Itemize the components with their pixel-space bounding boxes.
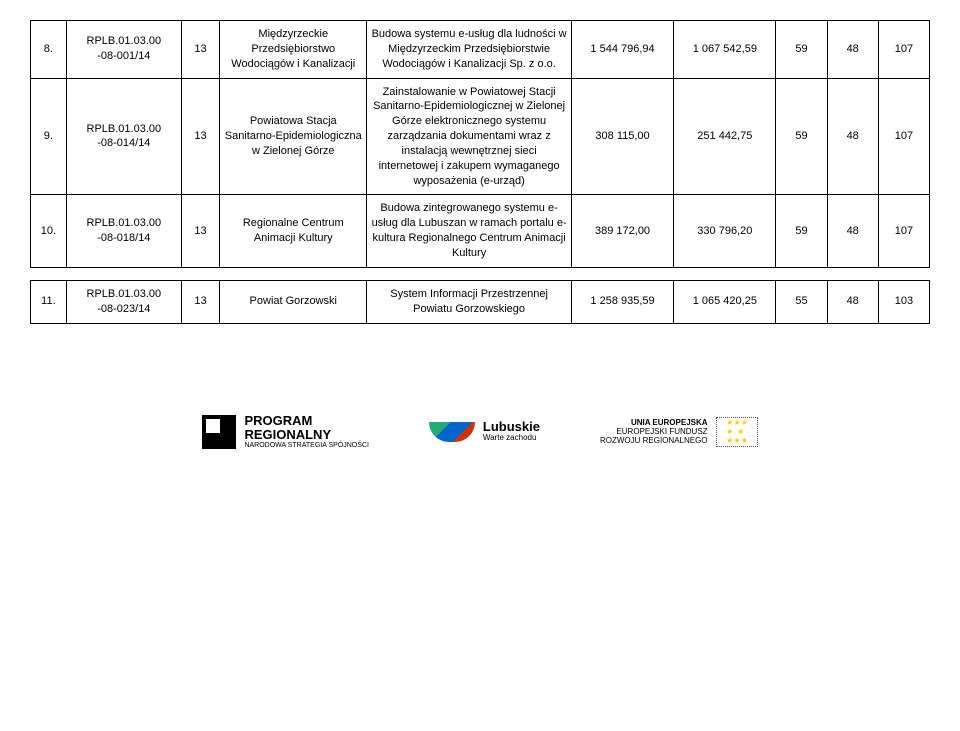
cell-score: 107 [878, 21, 929, 79]
cell-value: 1 544 796,94 [571, 21, 673, 79]
cell-score: 103 [878, 280, 929, 323]
lubuskie-icon [429, 422, 475, 442]
eu-flag-icon: ★ ★ ★★ ★★ ★ ★ [716, 417, 758, 447]
projects-table-1: 8. RPLB.01.03.00 -08-001/14 13 Międzyrze… [30, 20, 930, 268]
cell-region: 13 [181, 21, 219, 79]
cell-score: 48 [827, 195, 878, 267]
code-line: RPLB.01.03.00 [87, 217, 162, 229]
cell-score: 59 [776, 195, 827, 267]
cell-score: 48 [827, 78, 878, 195]
code-line: RPLB.01.03.00 [87, 288, 162, 300]
code-line: -08-001/14 [97, 50, 150, 62]
cell-code: RPLB.01.03.00 -08-018/14 [66, 195, 181, 267]
cell-value: 1 258 935,59 [571, 280, 673, 323]
cell-beneficiary: Powiat Gorzowski [220, 280, 367, 323]
code-line: -08-023/14 [97, 303, 150, 315]
eu-line3: ROZWOJU REGIONALNEGO [600, 436, 708, 445]
table-row: 11. RPLB.01.03.00 -08-023/14 13 Powiat G… [31, 280, 930, 323]
cell-score: 48 [827, 21, 878, 79]
eu-line2: EUROPEJSKI FUNDUSZ [600, 427, 708, 436]
program-icon [202, 415, 236, 449]
cell-score: 59 [776, 21, 827, 79]
cell-value: 330 796,20 [674, 195, 776, 267]
lubuskie-logo: Lubuskie Warte zachodu [429, 420, 540, 443]
code-line: -08-018/14 [97, 232, 150, 244]
program-line1: PROGRAM [244, 414, 368, 428]
cell-description: Budowa systemu e-usług dla ludności w Mi… [367, 21, 572, 79]
footer-logos: PROGRAM REGIONALNY NARODOWA STRATEGIA SP… [30, 414, 930, 450]
cell-beneficiary: Regionalne Centrum Animacji Kultury [220, 195, 367, 267]
cell-index: 9. [31, 78, 67, 195]
cell-region: 13 [181, 78, 219, 195]
cell-score: 59 [776, 78, 827, 195]
cell-value: 308 115,00 [571, 78, 673, 195]
cell-index: 8. [31, 21, 67, 79]
program-regionalny-logo: PROGRAM REGIONALNY NARODOWA STRATEGIA SP… [202, 414, 368, 450]
cell-score: 48 [827, 280, 878, 323]
eu-logo: UNIA EUROPEJSKA EUROPEJSKI FUNDUSZ ROZWO… [600, 417, 758, 447]
cell-value: 1 067 542,59 [674, 21, 776, 79]
projects-table-2: 11. RPLB.01.03.00 -08-023/14 13 Powiat G… [30, 280, 930, 324]
cell-value: 251 442,75 [674, 78, 776, 195]
cell-code: RPLB.01.03.00 -08-001/14 [66, 21, 181, 79]
cell-description: Budowa zintegrowanego systemu e-usług dl… [367, 195, 572, 267]
cell-region: 13 [181, 280, 219, 323]
cell-index: 10. [31, 195, 67, 267]
cell-description: System Informacji Przestrzennej Powiatu … [367, 280, 572, 323]
cell-score: 55 [776, 280, 827, 323]
cell-score: 107 [878, 78, 929, 195]
cell-description: Zainstalowanie w Powiatowej Stacji Sanit… [367, 78, 572, 195]
code-line: -08-014/14 [97, 137, 150, 149]
table-row: 9. RPLB.01.03.00 -08-014/14 13 Powiatowa… [31, 78, 930, 195]
lubuskie-line1: Lubuskie [483, 420, 540, 434]
cell-region: 13 [181, 195, 219, 267]
cell-beneficiary: Międzyrzeckie Przedsiębiorstwo Wodociągó… [220, 21, 367, 79]
code-line: RPLB.01.03.00 [87, 35, 162, 47]
cell-value: 389 172,00 [571, 195, 673, 267]
eu-line1: UNIA EUROPEJSKA [600, 418, 708, 427]
program-line2: REGIONALNY [244, 428, 368, 442]
program-sub: NARODOWA STRATEGIA SPÓJNOŚCI [244, 442, 368, 450]
cell-value: 1 065 420,25 [674, 280, 776, 323]
code-line: RPLB.01.03.00 [87, 123, 162, 135]
lubuskie-line2: Warte zachodu [483, 434, 540, 443]
table-row: 8. RPLB.01.03.00 -08-001/14 13 Międzyrze… [31, 21, 930, 79]
cell-code: RPLB.01.03.00 -08-023/14 [66, 280, 181, 323]
cell-code: RPLB.01.03.00 -08-014/14 [66, 78, 181, 195]
table-row: 10. RPLB.01.03.00 -08-018/14 13 Regional… [31, 195, 930, 267]
cell-beneficiary: Powiatowa Stacja Sanitarno-Epidemiologic… [220, 78, 367, 195]
cell-index: 11. [31, 280, 67, 323]
cell-score: 107 [878, 195, 929, 267]
